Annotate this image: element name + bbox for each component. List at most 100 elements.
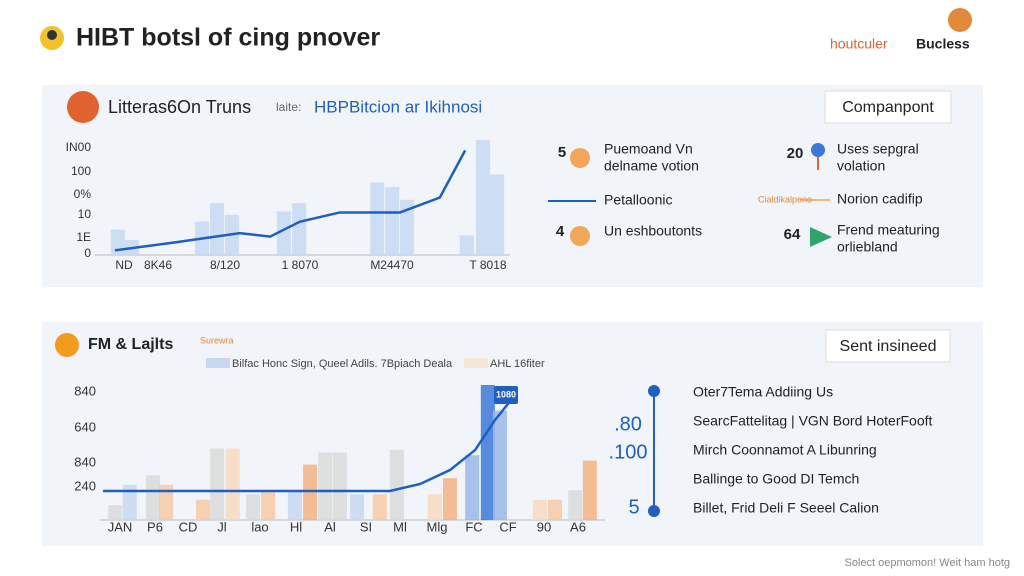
legend-icon — [570, 226, 590, 246]
x-tick-label: 8K46 — [144, 258, 172, 272]
bar — [225, 448, 240, 520]
legend-icon — [811, 143, 825, 157]
panel-tag: Surewra — [200, 335, 234, 345]
x-tick-label: 90 — [537, 519, 551, 534]
x-tick-label: lao — [251, 519, 268, 534]
bar — [210, 448, 225, 520]
bar — [276, 211, 291, 255]
x-tick-label: T 8018 — [469, 258, 506, 272]
bar — [246, 494, 261, 520]
y-tick-label: 640 — [74, 419, 96, 434]
button-label[interactable]: Companpont — [842, 99, 934, 116]
bar — [568, 490, 583, 520]
x-tick-label: 8/120 — [210, 258, 240, 272]
legend-swatch — [464, 358, 488, 368]
bar — [159, 484, 174, 520]
bar — [303, 464, 318, 520]
x-tick-label: JAN — [108, 519, 133, 534]
y-tick-label: 0 — [84, 246, 91, 260]
legend-text: Petalloonic — [604, 192, 673, 208]
legend-text: orliebland — [837, 239, 898, 255]
x-tick-label: Mlg — [427, 519, 448, 534]
y-tick-label: 0% — [74, 187, 92, 201]
highlight-label: 1080 — [496, 389, 516, 399]
bar — [459, 235, 474, 255]
y-tick-label: 100 — [71, 164, 91, 178]
x-tick-label: Jl — [217, 519, 227, 534]
x-tick-label: CF — [499, 519, 516, 534]
bar — [532, 499, 547, 520]
x-tick-label: CD — [179, 519, 198, 534]
legend-swatch — [206, 358, 230, 368]
legend-number: 4 — [556, 223, 565, 240]
list-item: Ballinge to Good DI Temch — [693, 471, 859, 487]
brand-name: Bucless — [916, 36, 970, 52]
legend-text: Frend meaturing — [837, 222, 940, 238]
panel-title: FM & Lajlts — [88, 336, 173, 353]
legend-text: Puemoand Vn — [604, 141, 693, 157]
legend-number: 5 — [558, 144, 566, 161]
x-tick-label: Hl — [290, 519, 302, 534]
bar — [400, 199, 415, 255]
bar — [372, 494, 387, 520]
bar — [442, 478, 457, 520]
y-tick-label: 10 — [78, 207, 92, 221]
list-number: .80 — [614, 413, 642, 435]
panel-icon — [55, 333, 79, 357]
x-tick-label: ND — [115, 258, 133, 272]
bar — [261, 490, 276, 520]
x-tick-label: FC — [465, 519, 482, 534]
bar — [490, 174, 505, 255]
legend-tag: Cialdikalpeno — [758, 194, 812, 204]
bar — [389, 449, 404, 520]
button[interactable] — [824, 90, 952, 124]
x-tick-label: SI — [360, 519, 372, 534]
legend-text: delname votion — [604, 158, 699, 174]
x-tick-label: M24470 — [370, 258, 414, 272]
legend-text: Norion cadifip — [837, 191, 923, 207]
page-title: HIBT botsl of cing pnover — [76, 24, 380, 52]
bar — [548, 499, 563, 520]
bar — [492, 410, 507, 520]
bar — [476, 140, 491, 255]
x-tick-label: 1 8070 — [282, 258, 319, 272]
list-item: Mirch Coonnamot A Libunring — [693, 442, 877, 458]
panel-subtitle: HBPBitcion ar Ikihnosi — [314, 97, 482, 116]
x-tick-label: Ml — [393, 519, 407, 534]
line — [103, 394, 517, 493]
legend-text: volation — [837, 158, 885, 174]
bar — [465, 455, 480, 520]
list-dot — [648, 505, 660, 517]
bar — [385, 187, 400, 255]
bar — [292, 203, 307, 255]
list-number: .100 — [609, 441, 648, 463]
legend-icon — [570, 148, 590, 168]
bar — [427, 494, 442, 520]
y-tick-label: 840 — [74, 383, 96, 398]
y-tick-label: 840 — [74, 454, 96, 469]
button[interactable] — [825, 329, 951, 363]
subtitle-prefix: laite: — [276, 100, 301, 114]
legend-text: Uses sepgral — [837, 141, 919, 157]
bar — [287, 490, 302, 520]
button-label[interactable]: Sent insineed — [840, 338, 937, 355]
bar — [210, 203, 225, 255]
list-number: 5 — [628, 496, 639, 518]
bar — [480, 385, 495, 520]
list-item: SearcFattelitag | VGN Bord HoterFooft — [693, 413, 933, 429]
x-tick-label: Al — [324, 519, 336, 534]
legend-text: Un eshboutonts — [604, 223, 702, 239]
line — [114, 149, 467, 252]
legend-label: AHL 16fiter — [490, 358, 545, 370]
bar — [108, 505, 123, 520]
legend-number: 64 — [784, 226, 801, 243]
bar — [146, 475, 161, 520]
bar — [332, 452, 347, 520]
panel-title: Litteras6On Truns — [108, 97, 251, 117]
legend-label: Bilfac Honc Sign, Queel Adils. 7Bpiach D… — [232, 358, 453, 370]
bar — [582, 460, 597, 520]
legend-number: 20 — [787, 145, 804, 162]
x-tick-label: A6 — [570, 519, 586, 534]
y-tick-label: IN00 — [66, 140, 92, 154]
footer: Solect oepmomon! Weit ham hotg — [845, 557, 1011, 569]
